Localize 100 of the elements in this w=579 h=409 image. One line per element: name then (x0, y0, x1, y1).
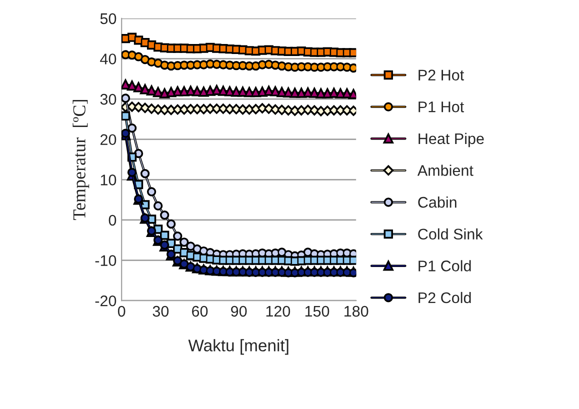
x-tick-label: 90 (231, 306, 247, 317)
point (146, 187, 156, 196)
point (172, 86, 183, 96)
point (160, 60, 170, 70)
point (322, 88, 332, 98)
point (329, 88, 339, 98)
point (134, 52, 144, 62)
point (140, 84, 150, 94)
point (258, 60, 267, 70)
point (205, 86, 216, 96)
point (264, 60, 274, 69)
legend-label: P1 Hot (418, 102, 464, 112)
point (250, 87, 261, 98)
point (309, 105, 320, 116)
x-tick-label: 0 (118, 306, 126, 317)
point (212, 60, 222, 69)
point (276, 104, 287, 115)
point (173, 60, 182, 70)
point (232, 60, 241, 70)
point (140, 54, 150, 64)
point (140, 169, 150, 178)
x-tick-label: 30 (152, 306, 169, 317)
point (348, 256, 356, 265)
point (250, 104, 261, 114)
y-tick-label: 40 (100, 54, 116, 64)
x-tick-label: 120 (266, 306, 290, 317)
point (225, 60, 234, 70)
point (134, 36, 144, 45)
legend-label: Cold Sink (418, 228, 483, 240)
y-axis-title: Temperatur [ºC] (72, 100, 90, 220)
point (336, 88, 346, 98)
point (264, 104, 274, 114)
y-tick-label: 20 (100, 134, 116, 146)
point (180, 238, 189, 247)
point (218, 60, 228, 70)
point (153, 58, 163, 68)
point (166, 61, 176, 71)
point (146, 104, 157, 114)
point (276, 87, 287, 98)
y-tick-label: -10 (95, 255, 116, 266)
y-tick-label: -20 (95, 295, 116, 306)
x-axis-title: Waktu [menit] (188, 339, 288, 355)
point (153, 201, 163, 210)
point (160, 210, 170, 220)
point (160, 88, 170, 98)
point (270, 60, 280, 70)
point (153, 87, 163, 98)
point (283, 105, 294, 116)
point (134, 82, 144, 92)
point (179, 86, 190, 96)
point (122, 94, 130, 103)
x-tick-label: 150 (305, 306, 330, 317)
point (186, 60, 196, 70)
point (231, 86, 242, 97)
point (296, 62, 306, 72)
legend-label: Ambient (417, 164, 474, 176)
point (212, 85, 222, 96)
point (290, 88, 300, 98)
point (160, 230, 170, 240)
y-tick-label: 0 (108, 214, 116, 226)
y-tick-label: 30 (100, 94, 116, 105)
point (166, 87, 176, 98)
point (283, 88, 294, 98)
point (244, 87, 254, 98)
point (140, 102, 150, 113)
point (257, 103, 268, 114)
legend-label: Heat Pipe (418, 132, 484, 148)
y-tick-label: 50 (100, 13, 116, 24)
point (186, 242, 196, 251)
point (127, 50, 137, 60)
point (348, 48, 356, 58)
point (146, 86, 156, 96)
point (198, 104, 209, 114)
point (166, 219, 176, 229)
legend-label: P2 Hot (418, 70, 464, 80)
x-tick-label: 180 (344, 306, 368, 317)
point (122, 111, 130, 121)
point (244, 61, 254, 71)
point (302, 104, 313, 115)
point (270, 86, 280, 96)
point (127, 123, 137, 133)
point (342, 88, 352, 98)
point (127, 168, 137, 177)
point (277, 61, 286, 71)
point (173, 232, 182, 241)
legend-label: P2 Cold (418, 292, 471, 304)
point (342, 62, 352, 72)
point (198, 86, 209, 97)
point (316, 88, 326, 98)
point (146, 57, 156, 67)
point (296, 105, 306, 116)
x-tick-label: 60 (192, 306, 208, 317)
point (284, 62, 293, 72)
point (284, 256, 293, 266)
y-tick-label: 10 (100, 174, 116, 186)
legend-label: P1 Cold (418, 260, 471, 272)
legend-label: Cabin (418, 196, 456, 208)
point (296, 88, 306, 98)
point (309, 88, 320, 98)
point (251, 61, 260, 71)
